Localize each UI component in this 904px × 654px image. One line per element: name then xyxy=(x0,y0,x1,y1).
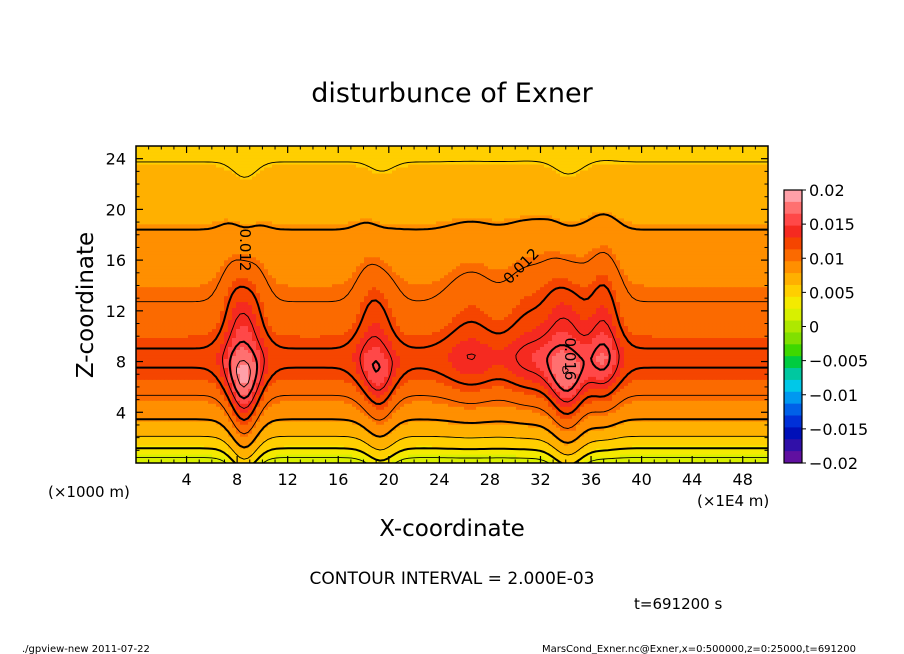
colorbar-swatch xyxy=(784,415,802,428)
colorbar-swatch xyxy=(784,451,802,464)
x-unit-right: (×1E4 m) xyxy=(697,492,769,510)
y-axis-label: Z-coordinate xyxy=(73,232,99,378)
colorbar-swatch xyxy=(784,213,802,227)
x-tick-label: 20 xyxy=(379,470,399,489)
colorbar-label: −0.015 xyxy=(809,420,868,439)
x-tick-label: 8 xyxy=(232,470,242,489)
colorbar-label: −0.02 xyxy=(809,454,858,473)
x-tick-label: 48 xyxy=(733,470,753,489)
colorbar-label: 0.01 xyxy=(809,249,845,268)
colorbar-swatch xyxy=(784,201,802,215)
colorbar-swatch xyxy=(784,190,802,203)
colorbar-swatch xyxy=(784,273,802,286)
chart-title: disturbunce of Exner xyxy=(311,78,593,109)
colorbar-swatch xyxy=(784,261,802,274)
colorbar-label: −0.005 xyxy=(809,352,868,371)
contour-line xyxy=(136,251,768,435)
contour-line xyxy=(228,340,611,400)
contour-lines xyxy=(136,160,768,463)
time-text: t=691200 s xyxy=(634,595,722,613)
y-tick-label: 24 xyxy=(106,150,126,169)
contour-line xyxy=(235,360,569,388)
colorbar-swatch xyxy=(784,344,802,357)
x-axis-label: X-coordinate xyxy=(379,516,525,542)
colorbar-swatch xyxy=(784,296,802,310)
colorbar-swatch xyxy=(784,391,802,405)
colorbar-swatch xyxy=(784,237,802,250)
colorbar-swatch xyxy=(784,225,802,238)
x-axis: 4 8 12 16 20 24 28 32 36 40 44 48 xyxy=(148,146,756,489)
colorbar-labels: 0.02 0.015 0.01 0.005 0 −0.005 −0.01 −0.015 −0.0… xyxy=(802,181,868,473)
y-tick-label: 8 xyxy=(116,353,126,372)
colorbar-swatch xyxy=(784,332,802,345)
colorbar-label: 0 xyxy=(809,318,819,337)
footer-right: MarsCond_Exner.nc@Exner,x=0:500000,z=0:2… xyxy=(542,644,856,654)
x-tick-label: 28 xyxy=(480,470,500,489)
contour-fill xyxy=(136,146,768,463)
colorbar-swatch xyxy=(784,427,802,440)
y-tick-label: 16 xyxy=(106,251,126,270)
contour-label: 0.016 xyxy=(561,338,579,381)
colorbar-swatch xyxy=(784,368,802,381)
x-tick-label: 32 xyxy=(530,470,550,489)
colorbar-swatch xyxy=(784,356,802,369)
y-tick-label: 12 xyxy=(106,302,126,321)
colorbar-label: 0.005 xyxy=(809,283,855,302)
y-tick-label: 4 xyxy=(116,403,126,422)
colorbar-swatch xyxy=(784,284,802,298)
colorbar-label: 0.015 xyxy=(809,215,855,234)
contour-line xyxy=(136,160,768,460)
footer-left: ./gpview-new 2011-07-22 xyxy=(22,644,150,654)
x-tick-label: 24 xyxy=(429,470,449,489)
contour-label: 0.012 xyxy=(236,229,254,272)
x-tick-label: 16 xyxy=(328,470,348,489)
colorbar-swatch xyxy=(784,403,802,417)
colorbar-label: −0.01 xyxy=(809,386,858,405)
colorbar-swatch xyxy=(784,249,802,262)
x-tick-label: 36 xyxy=(581,470,601,489)
colorbar xyxy=(783,189,803,464)
x-unit-left: (×1000 m) xyxy=(48,483,130,501)
x-tick-label: 44 xyxy=(682,470,702,489)
contour-interval-text: CONTOUR INTERVAL = 2.000E-03 xyxy=(310,569,595,589)
contour-line xyxy=(136,447,768,463)
contour-line xyxy=(136,284,768,422)
colorbar-swatch xyxy=(784,439,802,452)
colorbar-swatch xyxy=(784,379,802,393)
y-tick-label: 20 xyxy=(106,200,126,219)
y-axis: 4 8 12 16 20 24 xyxy=(106,150,768,451)
colorbar-label: 0.02 xyxy=(809,181,845,200)
contour-line xyxy=(136,213,768,449)
contour-line xyxy=(222,312,620,409)
colorbar-swatch xyxy=(784,308,802,322)
x-tick-label: 12 xyxy=(278,470,298,489)
x-tick-label: 40 xyxy=(631,470,651,489)
colorbar-swatch xyxy=(784,320,802,333)
x-tick-label: 4 xyxy=(181,470,191,489)
